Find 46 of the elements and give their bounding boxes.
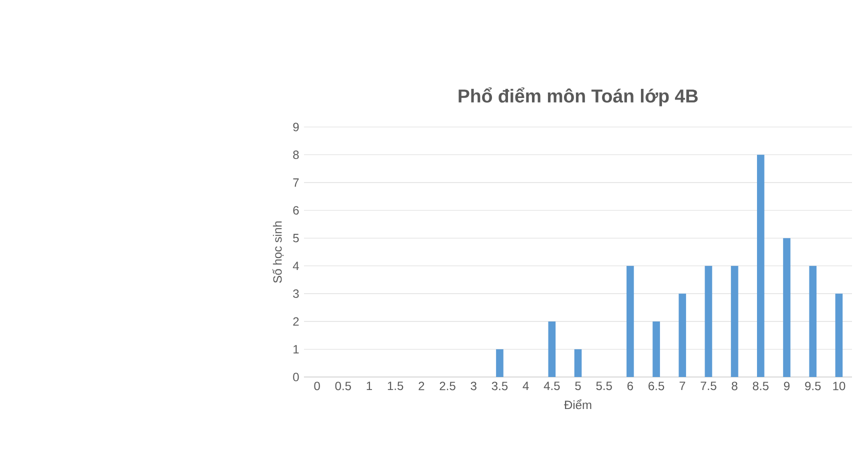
bar [783, 238, 790, 377]
y-tick-label: 9 [293, 122, 299, 132]
y-tick-label: 7 [293, 178, 299, 187]
bar [730, 266, 738, 377]
x-tick-label: 2 [418, 382, 424, 390]
x-tick-label: 9.5 [805, 382, 821, 390]
x-tick-label: 9 [784, 382, 790, 390]
x-tick-label: 2.5 [440, 382, 456, 390]
x-tick-label: 1 [366, 382, 372, 390]
chart-title: Phổ điểm môn Toán lớp 4B [458, 87, 698, 106]
x-tick-label: 8.5 [752, 382, 769, 390]
y-tick-label: 5 [293, 234, 299, 242]
y-axis-title: Số học sinh [272, 221, 284, 283]
x-tick-label: 0.5 [335, 382, 351, 390]
x-tick-label: 0 [314, 382, 320, 390]
y-tick-label: 0 [293, 372, 299, 382]
x-tick-label: 6 [627, 382, 634, 390]
y-tick-label: 1 [294, 345, 299, 354]
bar [626, 266, 634, 377]
x-tick-label: 7.5 [700, 382, 716, 390]
bar [678, 294, 686, 377]
bar [704, 266, 712, 377]
bar [835, 294, 843, 377]
y-tick-label: 6 [293, 206, 299, 215]
bar [652, 321, 660, 377]
x-tick-label: 8 [732, 382, 738, 390]
y-tick-label: 2 [293, 317, 299, 326]
x-tick-label: 3.5 [492, 382, 508, 390]
x-axis-title: Điểm [564, 399, 592, 410]
bar [574, 349, 582, 377]
x-tick-label: 4 [522, 382, 529, 390]
y-tick-label: 3 [293, 289, 299, 298]
y-tick-label: 4 [292, 262, 299, 270]
bar [548, 321, 556, 377]
x-tick-label: 3 [470, 382, 476, 390]
x-tick-label: 10 [833, 382, 846, 390]
bar [809, 266, 817, 377]
x-tick-label: 1.5 [388, 382, 404, 390]
x-tick-label: 5 [575, 382, 581, 390]
bar [496, 349, 504, 377]
x-tick-label: 6.5 [648, 382, 664, 390]
x-tick-label: 5.5 [596, 382, 612, 390]
x-tick-label: 4.5 [544, 382, 560, 390]
y-tick-label: 8 [293, 150, 299, 160]
bar [757, 154, 764, 377]
x-tick-label: 7 [680, 382, 686, 390]
